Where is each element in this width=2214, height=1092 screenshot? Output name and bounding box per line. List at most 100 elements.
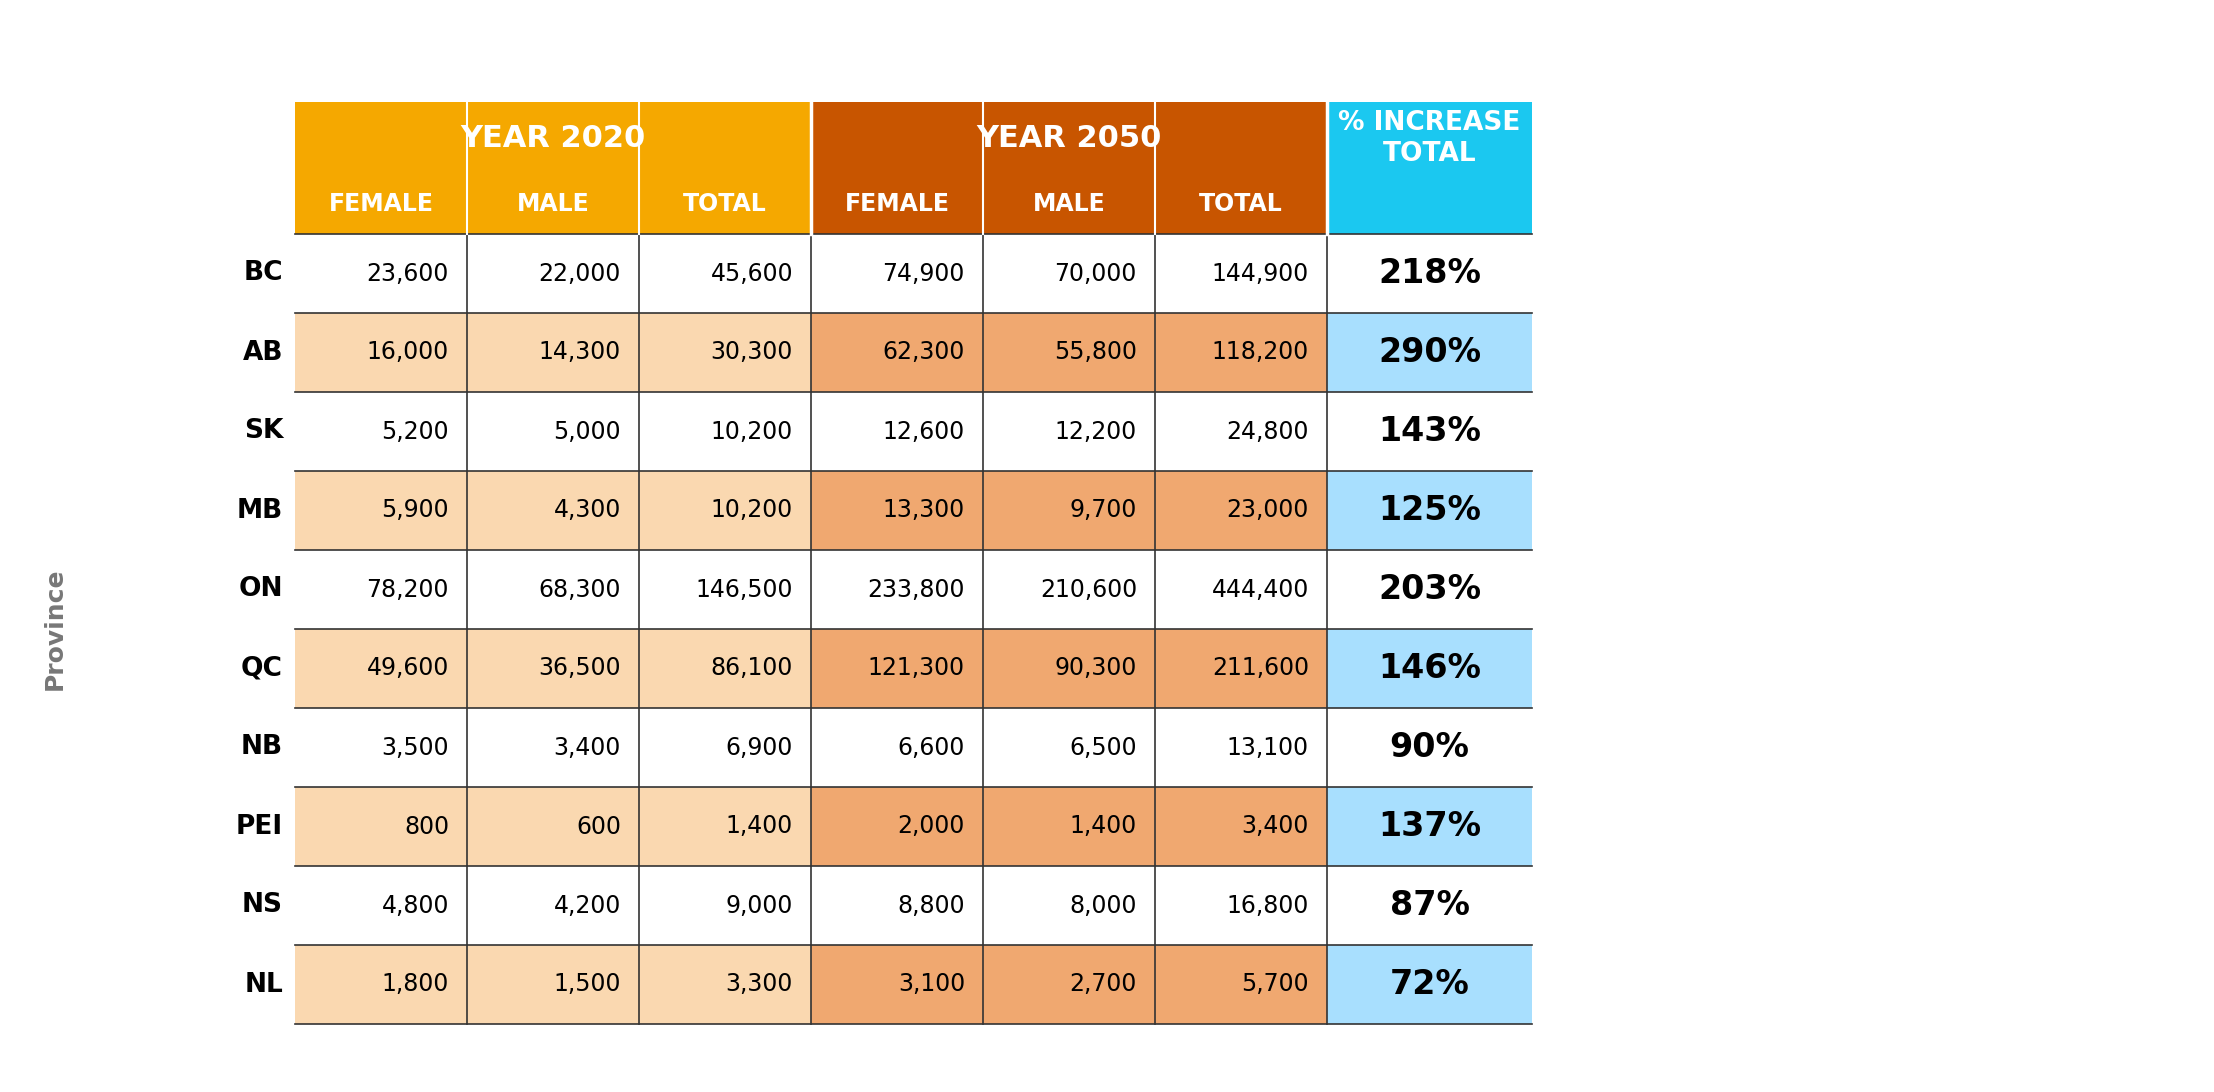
- Bar: [1326, 174, 1532, 234]
- Text: NB: NB: [241, 735, 283, 760]
- Text: 62,300: 62,300: [883, 341, 965, 365]
- Text: AB: AB: [244, 340, 283, 366]
- Text: 23,600: 23,600: [368, 261, 449, 285]
- Text: NS: NS: [241, 892, 283, 918]
- Bar: [1326, 708, 1532, 787]
- Text: 210,600: 210,600: [1041, 578, 1138, 602]
- Text: 1,400: 1,400: [1069, 815, 1138, 839]
- Text: PEI: PEI: [237, 814, 283, 840]
- Text: 12,200: 12,200: [1054, 419, 1138, 443]
- Text: MALE: MALE: [516, 192, 589, 216]
- Text: 121,300: 121,300: [868, 656, 965, 680]
- Bar: [1326, 102, 1532, 174]
- Text: 444,400: 444,400: [1211, 578, 1308, 602]
- Text: 5,000: 5,000: [554, 419, 620, 443]
- Text: 2,000: 2,000: [897, 815, 965, 839]
- Text: 24,800: 24,800: [1227, 419, 1308, 443]
- Bar: [1326, 550, 1532, 629]
- Text: 8,800: 8,800: [897, 893, 965, 917]
- Text: TOTAL: TOTAL: [684, 192, 766, 216]
- Text: 68,300: 68,300: [538, 578, 620, 602]
- Bar: [1326, 787, 1532, 866]
- Text: 14,300: 14,300: [538, 341, 620, 365]
- Bar: [810, 174, 1326, 234]
- Text: 78,200: 78,200: [368, 578, 449, 602]
- Bar: [810, 392, 1326, 471]
- Bar: [810, 550, 1326, 629]
- Text: 3,300: 3,300: [726, 973, 793, 997]
- Text: 16,800: 16,800: [1227, 893, 1308, 917]
- Bar: [810, 471, 1326, 550]
- Text: TOTAL: TOTAL: [1200, 192, 1282, 216]
- Bar: [810, 708, 1326, 787]
- Text: 146%: 146%: [1377, 652, 1481, 685]
- Text: BC: BC: [244, 261, 283, 286]
- Text: 49,600: 49,600: [368, 656, 449, 680]
- Text: MALE: MALE: [1032, 192, 1105, 216]
- Text: % INCREASE
TOTAL: % INCREASE TOTAL: [1337, 109, 1521, 166]
- Text: 4,200: 4,200: [554, 893, 620, 917]
- Bar: [294, 313, 810, 392]
- Text: SK: SK: [244, 418, 283, 444]
- Text: 2,700: 2,700: [1069, 973, 1138, 997]
- Text: 10,200: 10,200: [711, 419, 793, 443]
- Bar: [810, 787, 1326, 866]
- Bar: [294, 550, 810, 629]
- Text: 45,600: 45,600: [711, 261, 793, 285]
- Text: NL: NL: [244, 972, 283, 997]
- Text: 9,000: 9,000: [726, 893, 793, 917]
- Text: 5,200: 5,200: [381, 419, 449, 443]
- Text: 1,400: 1,400: [726, 815, 793, 839]
- Bar: [1326, 234, 1532, 313]
- Bar: [294, 471, 810, 550]
- Text: 211,600: 211,600: [1211, 656, 1308, 680]
- Bar: [1326, 392, 1532, 471]
- Bar: [294, 102, 810, 174]
- Text: 600: 600: [576, 815, 620, 839]
- Bar: [294, 174, 810, 234]
- Text: 125%: 125%: [1377, 494, 1481, 527]
- Bar: [810, 945, 1326, 1024]
- Text: 87%: 87%: [1390, 889, 1470, 922]
- Text: 3,100: 3,100: [897, 973, 965, 997]
- Text: 72%: 72%: [1390, 968, 1470, 1001]
- Text: YEAR 2050: YEAR 2050: [976, 123, 1162, 153]
- Text: 13,100: 13,100: [1227, 736, 1308, 760]
- Text: 8,000: 8,000: [1069, 893, 1138, 917]
- Text: 1,800: 1,800: [381, 973, 449, 997]
- Text: 3,500: 3,500: [381, 736, 449, 760]
- Bar: [294, 787, 810, 866]
- Text: 55,800: 55,800: [1054, 341, 1138, 365]
- Bar: [810, 234, 1326, 313]
- Text: 290%: 290%: [1377, 336, 1481, 369]
- Text: 9,700: 9,700: [1069, 499, 1138, 522]
- Bar: [294, 392, 810, 471]
- Text: 6,500: 6,500: [1069, 736, 1138, 760]
- Text: 1,500: 1,500: [554, 973, 620, 997]
- Text: 70,000: 70,000: [1054, 261, 1138, 285]
- Text: 10,200: 10,200: [711, 499, 793, 522]
- Bar: [1326, 629, 1532, 708]
- Text: 13,300: 13,300: [883, 499, 965, 522]
- Text: 90,300: 90,300: [1054, 656, 1138, 680]
- Text: ON: ON: [239, 577, 283, 603]
- Text: 23,000: 23,000: [1227, 499, 1308, 522]
- Text: 4,800: 4,800: [381, 893, 449, 917]
- Text: 36,500: 36,500: [538, 656, 620, 680]
- Text: 203%: 203%: [1377, 573, 1481, 606]
- Text: 12,600: 12,600: [883, 419, 965, 443]
- Text: 90%: 90%: [1390, 731, 1470, 764]
- Text: YEAR 2020: YEAR 2020: [461, 123, 646, 153]
- Text: QC: QC: [241, 655, 283, 681]
- Text: 30,300: 30,300: [711, 341, 793, 365]
- Text: 146,500: 146,500: [695, 578, 793, 602]
- Text: 74,900: 74,900: [883, 261, 965, 285]
- Text: 233,800: 233,800: [868, 578, 965, 602]
- Bar: [1326, 866, 1532, 945]
- Bar: [294, 866, 810, 945]
- Text: 6,900: 6,900: [726, 736, 793, 760]
- Text: 800: 800: [403, 815, 449, 839]
- Text: 118,200: 118,200: [1211, 341, 1308, 365]
- Bar: [810, 866, 1326, 945]
- Text: 144,900: 144,900: [1211, 261, 1308, 285]
